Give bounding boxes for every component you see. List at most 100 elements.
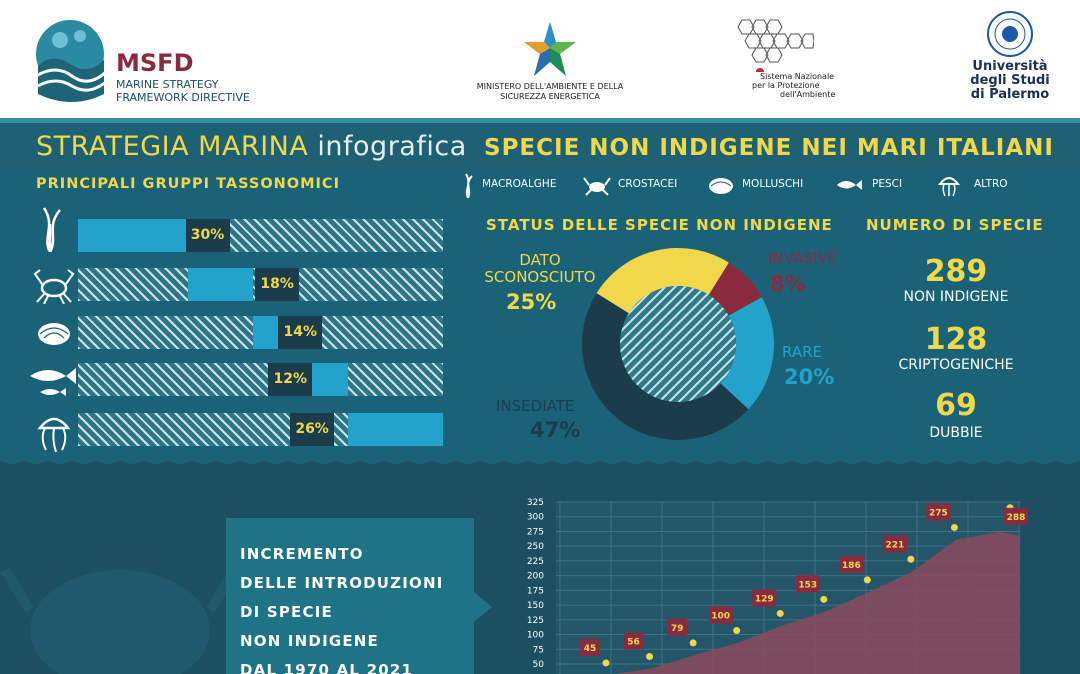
- status-label-insediate: INSEDIATE: [496, 397, 575, 415]
- shell-icon: [709, 178, 733, 194]
- taxonomy-bar-label: 12%: [268, 363, 313, 396]
- data-label-box: [667, 618, 688, 636]
- data-label: 45: [584, 644, 597, 654]
- data-label: 100: [711, 612, 730, 622]
- unipa-line-3: di Palermo: [970, 87, 1050, 102]
- data-point: [820, 595, 828, 603]
- msfd-logo: MSFD MARINE STRATEGY FRAMEWORK DIRECTIVE: [32, 14, 272, 106]
- status-pct-rare: 20%: [784, 365, 835, 389]
- data-label: 56: [627, 637, 640, 647]
- donut-slice: [720, 297, 774, 410]
- data-point: [907, 555, 915, 563]
- taxonomy-bar-label: 26%: [290, 413, 335, 446]
- data-point: [602, 659, 610, 667]
- taxonomy-bar: 26%: [78, 413, 443, 446]
- data-label: 275: [929, 508, 948, 518]
- y-tick-label: 250: [527, 542, 544, 552]
- snpa-logo: Sistema Nazionale per la Protezione dell…: [730, 16, 870, 100]
- crab-icon: [33, 269, 75, 304]
- crab-background-icon: [0, 567, 240, 674]
- taxonomy-bar: 30%: [78, 219, 443, 252]
- status-label-sconosciuto: DATO SCONOSCIUTO: [484, 251, 596, 286]
- data-label: 129: [755, 594, 774, 604]
- data-label-box: [623, 632, 644, 650]
- title-thin: infografica: [317, 131, 467, 162]
- count-dubbie: 69: [935, 388, 977, 423]
- status-label-invasive: INVASIVE: [768, 249, 837, 267]
- donut-slices: [582, 247, 774, 440]
- legend-label: MACROALGHE: [482, 178, 557, 190]
- y-tick-label: 300: [527, 513, 544, 523]
- data-label-box: [882, 535, 907, 553]
- taxonomy-bar-label: 14%: [278, 316, 323, 349]
- legend-label: PESCI: [872, 178, 903, 190]
- snpa-name: Sistema Nazionale per la Protezione dell…: [752, 72, 835, 99]
- taxonomy-bar: 12%: [78, 363, 443, 396]
- legend-label: CROSTACEI: [618, 178, 678, 190]
- intro-line-5: DAL 1970 AL 2021: [240, 661, 414, 674]
- unipa-line-1: Università: [972, 59, 1048, 74]
- intro-text: INCREMENTO DELLE INTRODUZIONI DI SPECIE …: [240, 540, 444, 674]
- title-main: STRATEGIA MARINA: [36, 131, 309, 162]
- label-dubbie: DUBBIE: [929, 425, 983, 441]
- intro-line-1: INCREMENTO: [240, 545, 364, 563]
- taxonomy-bar-fill: [187, 268, 254, 301]
- snpa-line-2: per la Protezione: [752, 81, 820, 90]
- wave-divider: [0, 452, 1080, 464]
- unipa-logo: Università degli Studi di Palermo: [960, 10, 1060, 110]
- status-label-rare: RARE: [782, 343, 822, 361]
- y-tick-label: 200: [527, 572, 544, 582]
- header: MSFD MARINE STRATEGY FRAMEWORK DIRECTIVE…: [0, 0, 1080, 118]
- unipa-name: Università degli Studi di Palermo: [960, 60, 1060, 102]
- donut-slice: [708, 262, 762, 316]
- y-tick-label: 225: [527, 557, 544, 567]
- donut-slice: [596, 247, 729, 314]
- data-label-box: [1004, 507, 1028, 525]
- jellyfish-icon: [37, 417, 71, 453]
- msfd-acronym: MSFD: [116, 49, 194, 77]
- data-label: 186: [842, 561, 861, 571]
- title-left: STRATEGIA MARINA infografica: [36, 131, 467, 162]
- fish-icon: [837, 180, 862, 190]
- title-band: STRATEGIA MARINA infografica SPECIE NON …: [0, 118, 1080, 172]
- ministero-name: MINISTERO DELL'AMBIENTE E DELLA SICUREZZ…: [476, 82, 624, 101]
- gruppi-title: PRINCIPALI GRUPPI TASSONOMICI: [36, 176, 340, 192]
- label-criptogeniche: CRIPTOGENICHE: [898, 357, 1014, 373]
- data-label-box: [839, 555, 864, 573]
- snpa-line-1: Sistema Nazionale: [760, 72, 835, 81]
- ministero-logo: MINISTERO DELL'AMBIENTE E DELLA SICUREZZ…: [470, 20, 630, 101]
- donut-center: [620, 286, 736, 402]
- star-icon: [524, 22, 576, 76]
- data-label: 288: [1007, 513, 1026, 523]
- data-label: 221: [885, 540, 904, 550]
- data-point: [689, 639, 697, 647]
- status-title: STATUS DELLE SPECIE NON INDIGENE: [486, 216, 833, 234]
- jellyfish-icon: [937, 177, 961, 197]
- data-point: [776, 609, 784, 617]
- status-pct-insediate: 47%: [530, 418, 581, 442]
- taxonomy-bar: 18%: [78, 268, 443, 301]
- fish-icon: [30, 368, 76, 396]
- intro-line-3: DI SPECIE: [240, 603, 333, 621]
- shell-icon: [38, 323, 70, 345]
- data-point: [646, 652, 654, 660]
- label-non-indigene: NON INDIGENE: [903, 289, 1009, 305]
- crab-icon: [583, 177, 611, 196]
- arrow-icon: [474, 592, 492, 622]
- status-donut-chart: [582, 247, 774, 440]
- taxonomy-bar-fill: [78, 219, 188, 252]
- page-title: SPECIE NON INDIGENE NEI MARI ITALIANI: [484, 135, 1054, 161]
- data-label-box: [926, 503, 951, 521]
- count-non-indigene: 289: [924, 254, 988, 289]
- intro-line-4: NON INDIGENE: [240, 632, 380, 650]
- introductions-area-chart: 50 75 100 125 150 175 200 225 250 275 300 325 45 56 79…: [527, 498, 1028, 674]
- area-series: [556, 531, 1020, 674]
- status-pct-invasive: 8%: [770, 272, 806, 296]
- y-tick-label: 125: [527, 616, 544, 626]
- data-point: [863, 576, 871, 584]
- seaweed-icon: [465, 173, 473, 198]
- y-tick-label: 275: [527, 527, 544, 537]
- legend-label: ALTRO: [974, 178, 1008, 190]
- data-point: [733, 627, 741, 635]
- msfd-emblem-icon: [35, 20, 107, 102]
